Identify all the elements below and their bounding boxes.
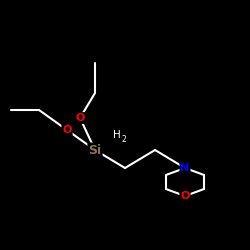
- Text: O: O: [180, 191, 190, 201]
- Text: O: O: [75, 113, 85, 123]
- Text: Si: Si: [88, 144, 102, 156]
- Text: O: O: [62, 125, 72, 135]
- Text: H: H: [113, 130, 121, 140]
- Text: N: N: [180, 163, 190, 173]
- Text: 2: 2: [121, 134, 126, 143]
